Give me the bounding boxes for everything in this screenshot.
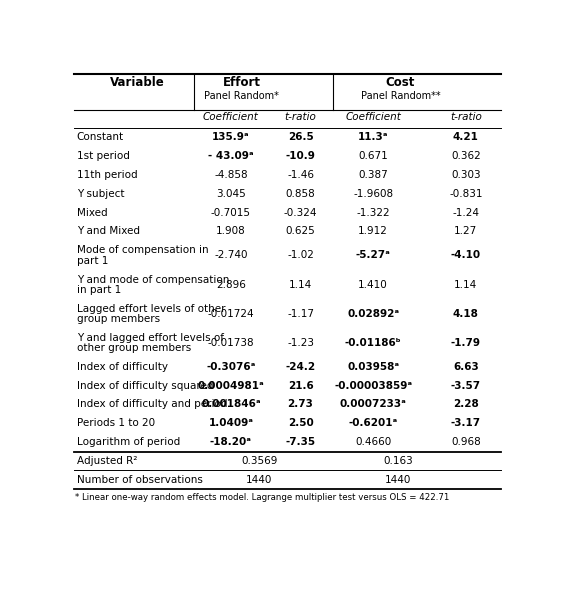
Text: t-ratio: t-ratio	[450, 113, 482, 122]
Text: Coefficient: Coefficient	[345, 113, 401, 122]
Text: -10.9: -10.9	[286, 151, 315, 161]
Text: 21.6: 21.6	[288, 381, 314, 390]
Text: -1.9608: -1.9608	[353, 189, 393, 199]
Text: -18.20ᵃ: -18.20ᵃ	[210, 437, 252, 447]
Text: 1.14: 1.14	[454, 280, 477, 290]
Text: Panel Random*: Panel Random*	[204, 91, 279, 101]
Text: Effort: Effort	[223, 76, 261, 89]
Text: -3.17: -3.17	[450, 418, 481, 429]
Text: 1st period: 1st period	[77, 151, 130, 161]
Text: 0.3569: 0.3569	[241, 456, 278, 466]
Text: Logarithm of period: Logarithm of period	[77, 437, 180, 447]
Text: 135.9ᵃ: 135.9ᵃ	[212, 132, 250, 142]
Text: -1.23: -1.23	[287, 338, 314, 348]
Text: Variable: Variable	[110, 76, 165, 89]
Text: 2.73: 2.73	[288, 399, 314, 409]
Text: 0.02892ᵃ: 0.02892ᵃ	[347, 309, 399, 319]
Text: 0.625: 0.625	[286, 226, 315, 237]
Text: 1.912: 1.912	[358, 226, 388, 237]
Text: -0.00003859ᵃ: -0.00003859ᵃ	[334, 381, 412, 390]
Text: -0.831: -0.831	[449, 189, 482, 199]
Text: part 1: part 1	[77, 256, 108, 266]
Text: -4.10: -4.10	[450, 250, 481, 260]
Text: 1440: 1440	[246, 475, 273, 485]
Text: -1.79: -1.79	[451, 338, 481, 348]
Text: Y subject: Y subject	[77, 189, 124, 199]
Text: -0.3076ᵃ: -0.3076ᵃ	[206, 362, 256, 372]
Text: Y and mode of compensation: Y and mode of compensation	[77, 275, 229, 284]
Text: t-ratio: t-ratio	[284, 113, 316, 122]
Text: 1.0409ᵃ: 1.0409ᵃ	[209, 418, 254, 429]
Text: -1.24: -1.24	[452, 207, 479, 218]
Text: 0.03958ᵃ: 0.03958ᵃ	[347, 362, 399, 372]
Text: group members: group members	[77, 313, 160, 324]
Text: 4.21: 4.21	[453, 132, 479, 142]
Text: -4.858: -4.858	[214, 170, 248, 180]
Text: 0.0007233ᵃ: 0.0007233ᵃ	[340, 399, 407, 409]
Text: 3.045: 3.045	[216, 189, 246, 199]
Text: Index of difficulty and period: Index of difficulty and period	[77, 399, 227, 409]
Text: 0.858: 0.858	[286, 189, 315, 199]
Text: -0.6201ᵃ: -0.6201ᵃ	[348, 418, 398, 429]
Text: 2.28: 2.28	[453, 399, 479, 409]
Text: Y and Mixed: Y and Mixed	[77, 226, 140, 237]
Text: 0.001846ᵃ: 0.001846ᵃ	[201, 399, 261, 409]
Text: Lagged effort levels of other: Lagged effort levels of other	[77, 304, 225, 313]
Text: -5.27ᵃ: -5.27ᵃ	[356, 250, 390, 260]
Text: 0.968: 0.968	[451, 437, 481, 447]
Text: 1.14: 1.14	[289, 280, 312, 290]
Text: Number of observations: Number of observations	[77, 475, 203, 485]
Text: -0.324: -0.324	[284, 207, 318, 218]
Text: -0.01724: -0.01724	[208, 309, 254, 319]
Text: -24.2: -24.2	[286, 362, 316, 372]
Text: -1.17: -1.17	[287, 309, 314, 319]
Text: 0.362: 0.362	[451, 151, 481, 161]
Text: -3.57: -3.57	[450, 381, 481, 390]
Text: other group members: other group members	[77, 343, 191, 353]
Text: Y and lagged effort levels of: Y and lagged effort levels of	[77, 333, 224, 343]
Text: 0.387: 0.387	[358, 170, 388, 180]
Text: -0.7015: -0.7015	[211, 207, 251, 218]
Text: 0.671: 0.671	[358, 151, 388, 161]
Text: Mode of compensation in: Mode of compensation in	[77, 246, 208, 256]
Text: Periods 1 to 20: Periods 1 to 20	[77, 418, 155, 429]
Text: Index of difficulty squared: Index of difficulty squared	[77, 381, 213, 390]
Text: Constant: Constant	[77, 132, 124, 142]
Text: * Linear one-way random effects model. Lagrange multiplier test versus OLS = 422: * Linear one-way random effects model. L…	[75, 493, 450, 502]
Text: 0.303: 0.303	[451, 170, 481, 180]
Text: -1.322: -1.322	[356, 207, 390, 218]
Text: 1.410: 1.410	[358, 280, 388, 290]
Text: -7.35: -7.35	[286, 437, 316, 447]
Text: -0.01738: -0.01738	[208, 338, 254, 348]
Text: -2.740: -2.740	[214, 250, 248, 260]
Text: Mixed: Mixed	[77, 207, 107, 218]
Text: 6.63: 6.63	[453, 362, 479, 372]
Text: 4.18: 4.18	[453, 309, 479, 319]
Text: - 43.09ᵃ: - 43.09ᵃ	[208, 151, 254, 161]
Text: Coefficient: Coefficient	[203, 113, 259, 122]
Text: -1.02: -1.02	[287, 250, 314, 260]
Text: Cost: Cost	[386, 76, 415, 89]
Text: 1.27: 1.27	[454, 226, 477, 237]
Text: 11.3ᵃ: 11.3ᵃ	[358, 132, 388, 142]
Text: 2.896: 2.896	[216, 280, 246, 290]
Text: Adjusted R²: Adjusted R²	[77, 456, 137, 466]
Text: 26.5: 26.5	[288, 132, 314, 142]
Text: 0.163: 0.163	[384, 456, 413, 466]
Text: 1440: 1440	[385, 475, 412, 485]
Text: in part 1: in part 1	[77, 285, 121, 294]
Text: 1.908: 1.908	[216, 226, 246, 237]
Text: -0.01186ᵇ: -0.01186ᵇ	[345, 338, 402, 348]
Text: 0.0004981ᵃ: 0.0004981ᵃ	[197, 381, 264, 390]
Text: Index of difficulty: Index of difficulty	[77, 362, 168, 372]
Text: 0.4660: 0.4660	[355, 437, 391, 447]
Text: Panel Random**: Panel Random**	[361, 91, 440, 101]
Text: 11th period: 11th period	[77, 170, 137, 180]
Text: -1.46: -1.46	[287, 170, 314, 180]
Text: 2.50: 2.50	[288, 418, 314, 429]
